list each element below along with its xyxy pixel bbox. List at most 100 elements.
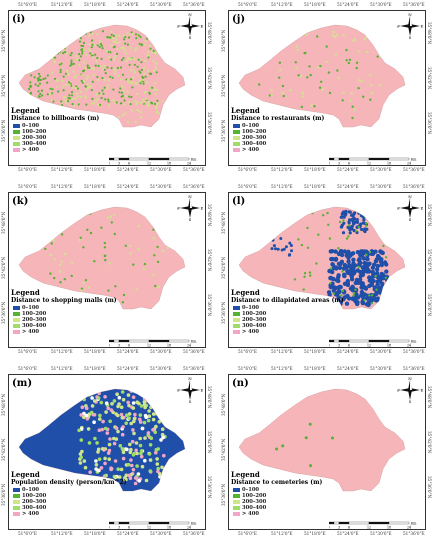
legend-item-label: 0–100	[242, 305, 260, 311]
scale-number: 12	[367, 526, 371, 530]
legend-item-label: 100–200	[242, 129, 267, 135]
legend-item-label: 0–100	[22, 123, 40, 129]
study-area-outline	[238, 24, 406, 128]
legend-title: Legend	[11, 288, 40, 297]
legend-item-label: 300–400	[22, 141, 47, 147]
y-tick-left: 35°48'0"N	[1, 29, 6, 52]
legend-swatch	[13, 500, 20, 504]
legend-item: 200–300	[231, 317, 351, 323]
legend-item: 300–400	[11, 505, 131, 511]
map-frame: (m) N S E W Legend Population density (person/…	[8, 374, 206, 530]
y-tick-right: 35°42'0"N	[207, 431, 212, 454]
x-tick-bottom: 51°12'0"E	[51, 531, 73, 536]
compass-n-label: N	[188, 13, 192, 17]
legend-item-label: 0–100	[22, 305, 40, 311]
y-tick-left: 35°36'0"N	[221, 119, 226, 142]
x-tick-top: 51°24'0"E	[117, 184, 139, 189]
north-arrow-icon: N S E W	[177, 195, 203, 221]
compass-w-label: W	[177, 24, 181, 29]
scale-number: 6	[348, 162, 350, 166]
x-tick-top: 51°30'0"E	[370, 184, 392, 189]
x-tick-top: 51°30'0"E	[150, 366, 172, 371]
legend-item: > 400	[231, 147, 351, 153]
scale-number: 0	[109, 162, 110, 166]
y-tick-left: 35°42'0"N	[221, 438, 226, 461]
scale-number: 12	[367, 162, 371, 166]
scale-number: 6	[128, 162, 130, 166]
y-tick-right: 35°48'0"N	[427, 386, 432, 409]
scale-number: 6	[128, 526, 130, 530]
x-tick-top: 51°6'0"E	[238, 184, 257, 189]
legend-swatch	[13, 306, 20, 310]
legend-swatch	[233, 512, 240, 516]
legend-item: 300–400	[231, 323, 351, 329]
study-area-map	[238, 388, 406, 492]
scale-number: 18	[387, 526, 391, 530]
y-tick-right: 35°36'0"N	[207, 294, 212, 317]
scale-number: 3	[118, 344, 120, 348]
legend-swatch	[233, 124, 240, 128]
compass-s-label: S	[189, 217, 192, 221]
x-tick-top: 51°12'0"E	[51, 366, 73, 371]
compass-n-label: N	[188, 195, 192, 199]
legend-item: 100–200	[231, 311, 351, 317]
compass-w-label: W	[397, 24, 401, 29]
y-tick-left: 35°42'0"N	[1, 438, 6, 461]
legend-item-label: > 400	[242, 147, 259, 153]
panel-label: (k)	[12, 196, 29, 207]
compass-s-label: S	[409, 35, 412, 39]
legend-item: 0–100	[231, 487, 351, 493]
legend-subtitle: Distance to dilapidated areas (m)	[231, 297, 344, 304]
compass-w-label: W	[397, 206, 401, 211]
x-tick-bottom: 51°18'0"E	[304, 167, 326, 172]
x-tick-bottom: 51°6'0"E	[18, 531, 37, 536]
y-tick-right: 35°36'0"N	[427, 476, 432, 499]
scale-number: 12	[147, 344, 151, 348]
scale-number: 0	[329, 344, 330, 348]
legend-swatch	[233, 506, 240, 510]
legend-item-label: 100–200	[22, 493, 47, 499]
compass-n-label: N	[408, 377, 412, 381]
legend-item: 300–400	[231, 141, 351, 147]
scale-number: 24	[187, 162, 191, 166]
legend: Legend Distance to restaurants (m) 0–100 10…	[231, 106, 351, 154]
compass-e-label: E	[201, 206, 203, 211]
panel-label: (n)	[232, 378, 249, 389]
legend-subtitle: Population density (person/km^2)	[11, 479, 127, 486]
x-tick-top: 51°36'0"E	[403, 184, 425, 189]
legend-swatch	[13, 142, 20, 146]
y-tick-right: 35°48'0"N	[427, 22, 432, 45]
legend-item-label: 300–400	[242, 323, 267, 329]
x-tick-bottom: 51°12'0"E	[51, 167, 73, 172]
legend-item-label: > 400	[22, 147, 39, 153]
north-arrow-icon: N S E W	[397, 13, 423, 39]
x-tick-bottom: 51°18'0"E	[304, 531, 326, 536]
legend-swatch	[13, 512, 20, 516]
legend-swatch	[13, 506, 20, 510]
x-tick-top: 51°24'0"E	[117, 366, 139, 371]
x-tick-top: 51°18'0"E	[304, 366, 326, 371]
scale-number: 6	[348, 344, 350, 348]
study-area-outline	[18, 206, 186, 310]
y-tick-left: 35°48'0"N	[1, 393, 6, 416]
legend-item: 0–100	[231, 305, 351, 311]
scale-number: 18	[387, 162, 391, 166]
scale-number: 18	[167, 526, 171, 530]
y-tick-left: 35°48'0"N	[221, 211, 226, 234]
study-area-outline	[238, 388, 406, 492]
legend-swatch	[13, 130, 20, 134]
legend-subtitle: Distance to cemeteries (m)	[231, 479, 323, 486]
y-tick-right: 35°36'0"N	[207, 112, 212, 135]
legend-title: Legend	[231, 106, 260, 115]
scale-unit: Km	[191, 158, 196, 162]
compass-s-label: S	[189, 35, 192, 39]
study-area-map	[18, 24, 186, 128]
x-tick-top: 51°30'0"E	[150, 2, 172, 7]
legend-item: 100–200	[231, 129, 351, 135]
x-tick-bottom: 51°18'0"E	[84, 167, 106, 172]
x-tick-top: 51°24'0"E	[337, 184, 359, 189]
legend-item: 200–300	[11, 135, 131, 141]
legend-swatch	[13, 488, 20, 492]
compass-w-label: W	[177, 388, 181, 393]
